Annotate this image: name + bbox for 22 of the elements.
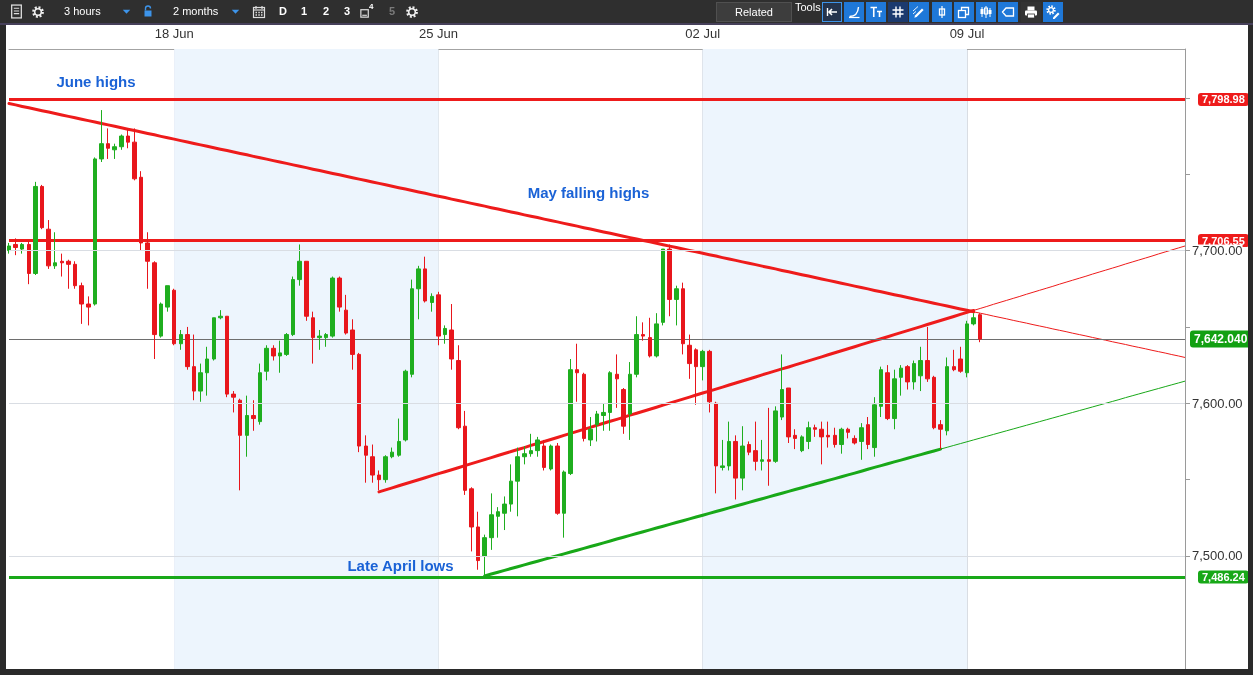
text: 2 months xyxy=(173,5,219,18)
ref-line-label: 7,486.24 xyxy=(1202,571,1246,584)
text: 4 xyxy=(369,2,374,11)
text: 2 xyxy=(321,5,331,18)
text: 3 xyxy=(342,5,352,18)
annotation: Late April lows xyxy=(347,556,454,574)
x-tick-label: 09 Jul xyxy=(949,26,985,41)
y-tick-label: 7,600.00 xyxy=(1192,395,1243,411)
button: Related xyxy=(716,2,792,22)
text: 5 xyxy=(387,5,397,18)
annotation: June highs xyxy=(56,72,136,90)
x-tick-label: 02 Jul xyxy=(685,26,721,41)
ref-line-label: 7,642.040 xyxy=(1194,332,1248,347)
text: 3 hours xyxy=(64,5,101,18)
annotation: May falling highs xyxy=(527,183,650,201)
x-tick-label: 18 Jun xyxy=(154,26,194,41)
text: 1 xyxy=(299,5,309,18)
text: D xyxy=(278,5,288,18)
text: Tools xyxy=(795,1,821,14)
y-tick-label: 7,500.00 xyxy=(1192,548,1243,564)
ref-line-label: 7,798.98 xyxy=(1202,93,1245,106)
x-tick-label: 25 Jun xyxy=(418,26,458,41)
